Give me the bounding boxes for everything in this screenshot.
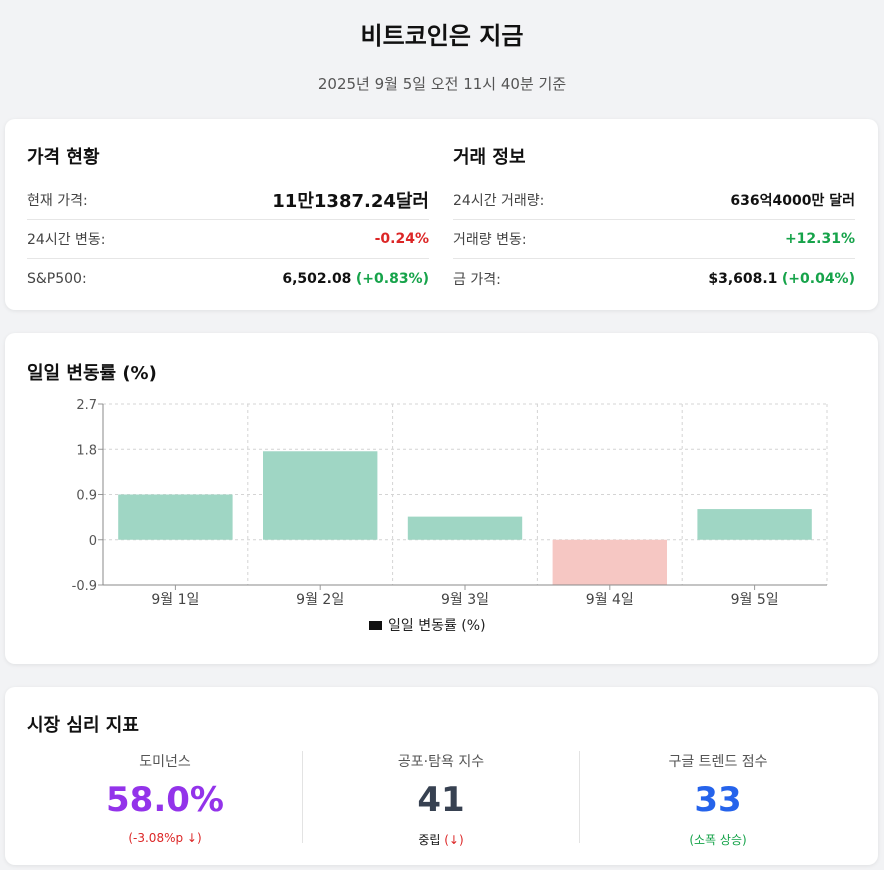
dominance-value: 58.0% — [106, 780, 224, 820]
change-24h-value: -0.24% — [374, 231, 429, 247]
google-trends-note: (소폭 상승) — [689, 833, 747, 847]
volume-24h-row: 24시간 거래량: 636억4000만 달러 — [453, 181, 855, 220]
trade-info-section: 거래 정보 24시간 거래량: 636억4000만 달러 거래량 변동: +12… — [453, 143, 855, 298]
gold-price-change: (+0.04%) — [781, 270, 855, 287]
metric-divider — [579, 751, 580, 843]
x-tick-label: 9월 5일 — [731, 592, 779, 608]
bar-3 — [407, 516, 523, 540]
google-trends-label: 구글 트렌드 점수 — [668, 754, 768, 770]
change-24h-row: 24시간 변동: -0.24% — [27, 220, 429, 259]
current-price-value: 11만1387.24달러 — [272, 191, 429, 212]
fear-greed-status: 중립 — [418, 833, 441, 847]
sp500-row: S&P500: 6,502.08 (+0.83%) — [27, 259, 429, 298]
daily-change-chart: -0.9 0 0.9 1.8 2.7 9월 1일 9월 2일 9월 3일 9월 4일 9월 5일일… — [72, 398, 828, 634]
sentiment-heading: 시장 심리 지표 — [27, 715, 139, 736]
price-status-heading: 가격 현황 — [27, 147, 100, 168]
sp500-label: S&P500: — [27, 270, 87, 287]
legend-label: 일일 변동률 (%) — [388, 618, 486, 634]
sentiment-card: 시장 심리 지표 도미넌스 58.0% (-3.08%p ↓) 공포·탐욕 지수… — [5, 687, 878, 865]
y-tick-label: -0.9 — [72, 579, 97, 594]
metric-divider — [302, 751, 303, 843]
fear-greed-metric: 공포·탐욕 지수 41 중립 (↓) — [303, 751, 579, 848]
gold-price-value: $3,608.1 — [708, 270, 778, 287]
daily-chart-heading: 일일 변동률 (%) — [27, 363, 157, 384]
daily-change-card: 일일 변동률 (%) -0.9 0 0.9 1.8 2.7 9월 1일 9월 2일 9월 3일… — [5, 333, 878, 664]
y-tick-label: 0 — [89, 534, 97, 549]
bar-1 — [118, 494, 233, 540]
page-subtitle: 2025년 9월 5일 오전 11시 40분 기준 — [317, 75, 567, 93]
bar-2 — [263, 451, 378, 540]
volume-change-label: 거래량 변동: — [453, 232, 527, 248]
bar-4 — [552, 539, 667, 585]
change-24h-label: 24시간 변동: — [27, 232, 106, 248]
current-price-row: 현재 가격: 11만1387.24달러 — [27, 181, 429, 220]
volume-change-value: +12.31% — [784, 231, 855, 247]
x-tick-label: 9월 3일 — [441, 592, 489, 608]
gold-price-row: 금 가격: $3,608.1 (+0.04%) — [453, 259, 855, 298]
x-tick-label: 9월 1일 — [151, 592, 199, 608]
sp500-value: 6,502.08 — [282, 270, 352, 287]
sp500-change: (+0.83%) — [355, 270, 429, 287]
volume-change-row: 거래량 변동: +12.31% — [453, 220, 855, 259]
trade-info-heading: 거래 정보 — [453, 147, 526, 168]
x-tick-label: 9월 2일 — [296, 592, 344, 608]
x-tick-label: 9월 4일 — [586, 592, 634, 608]
y-tick-label: 0.9 — [76, 489, 97, 504]
current-price-label: 현재 가격: — [27, 193, 88, 209]
fear-greed-arrow: (↓) — [444, 833, 464, 847]
y-tick-label: 2.7 — [76, 398, 97, 413]
price-status-section: 가격 현황 현재 가격: 11만1387.24달러 24시간 변동: -0.24… — [27, 143, 429, 298]
dominance-label: 도미넌스 — [139, 754, 191, 770]
dominance-note: (-3.08%p ↓) — [128, 831, 202, 845]
gold-price-label: 금 가격: — [453, 271, 501, 288]
info-card: 가격 현황 현재 가격: 11만1387.24달러 24시간 변동: -0.24… — [5, 119, 878, 310]
google-trends-value: 33 — [694, 780, 742, 820]
fear-greed-note: 중립 (↓) — [303, 831, 579, 848]
y-tick-label: 1.8 — [76, 443, 97, 458]
volume-24h-value: 636억4000만 달러 — [730, 193, 855, 209]
fear-greed-label: 공포·탐욕 지수 — [397, 754, 485, 770]
bar-5 — [697, 509, 812, 540]
page-title: 비트코인은 지금 — [360, 22, 524, 50]
legend-swatch — [369, 621, 382, 630]
dominance-metric: 도미넌스 58.0% (-3.08%p ↓) — [27, 751, 303, 845]
fear-greed-value: 41 — [417, 780, 465, 820]
volume-24h-label: 24시간 거래량: — [453, 193, 545, 209]
google-trends-metric: 구글 트렌드 점수 33 (소폭 상승) — [580, 751, 856, 848]
